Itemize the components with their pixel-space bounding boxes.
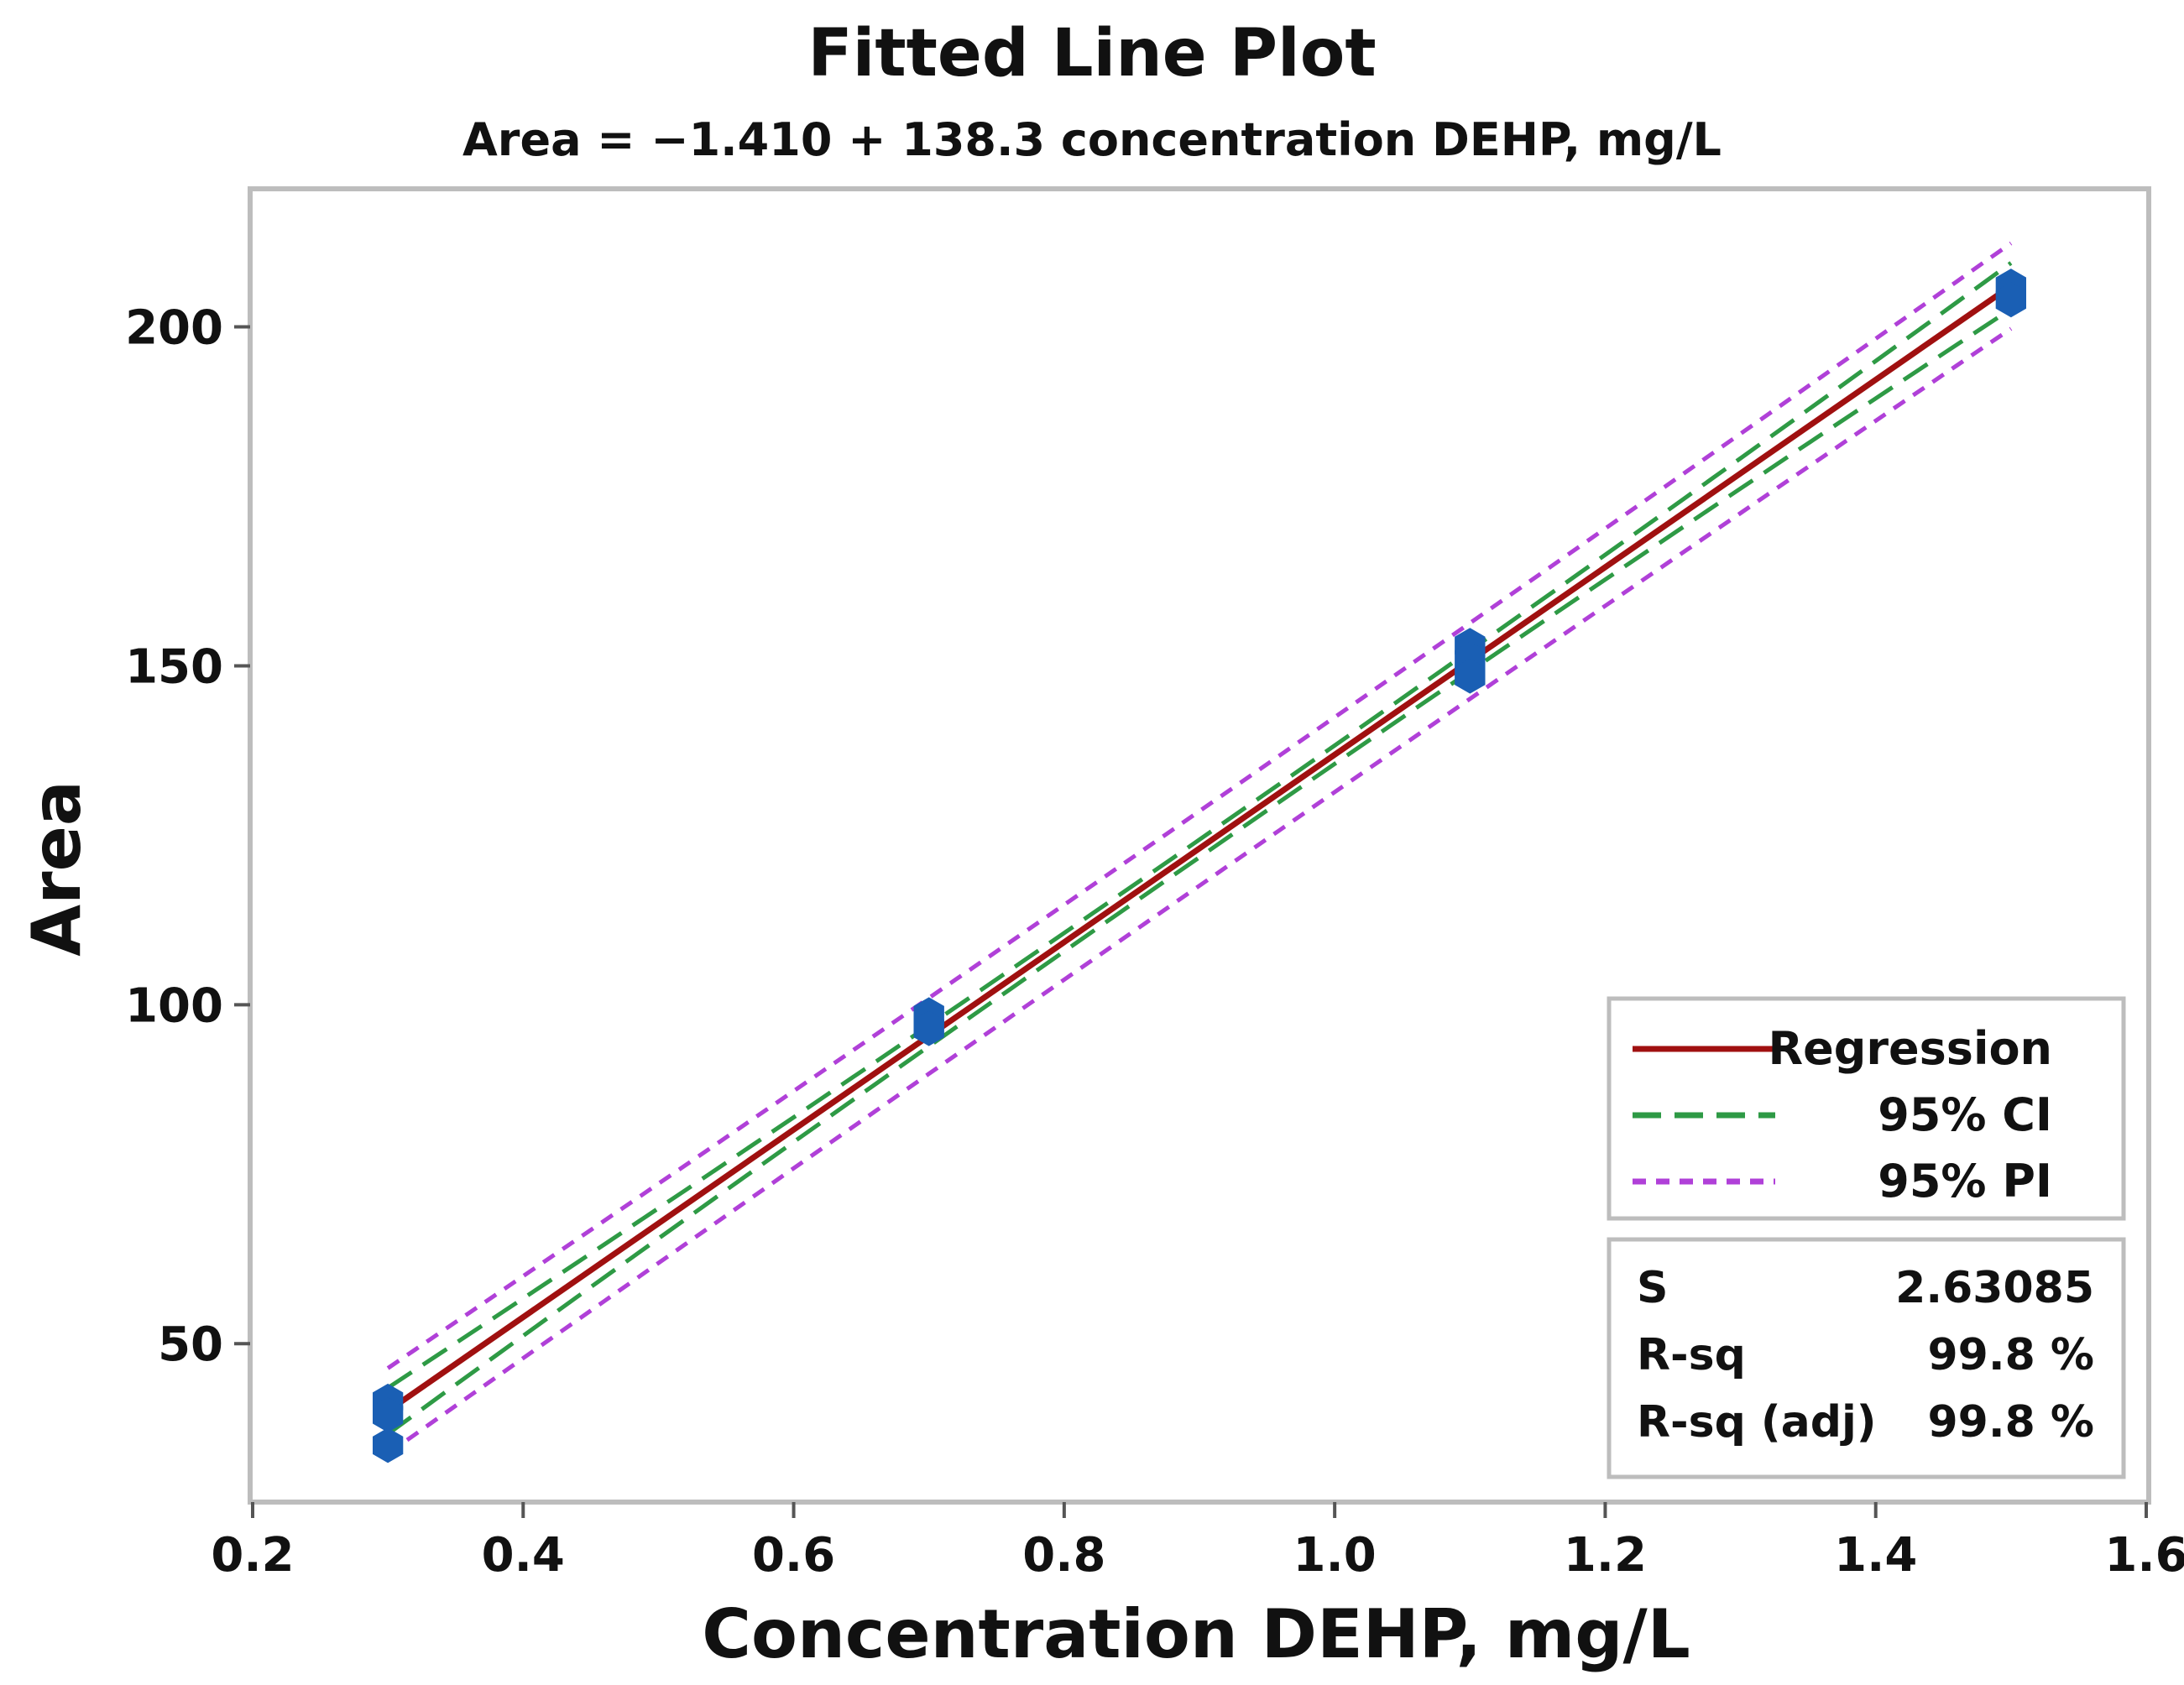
legend: Regression 95% CI 95% PI [1607,996,2126,1221]
pi-lower-line [386,326,2013,1456]
ci-upper-line [386,261,2013,1390]
data-points [373,269,2026,1463]
x-tick-label: 0.4 [482,1528,565,1583]
x-tick-label: 1.4 [1834,1528,1917,1583]
x-tick-label: 1.2 [1564,1528,1647,1583]
data-point [1995,282,2026,318]
y-tick-label: 150 [125,639,223,694]
stats-box-group: S 2.63085 R-sq 99.8 % R-sq (adj) 99.8 % [1607,1237,2126,1479]
legend-label: 95% PI [1878,1155,2052,1208]
x-tick-label: 0.2 [211,1528,294,1583]
ci-lower-line [386,307,2013,1436]
x-axis: 0.2 0.4 0.6 0.8 1.0 1.2 1.4 1.6 [211,1502,2184,1583]
x-tick-label: 0.8 [1022,1528,1105,1583]
x-tick-label: 1.0 [1293,1528,1377,1583]
legend-label: 95% CI [1878,1088,2052,1141]
chart-subtitle: Area = −1.410 + 138.3 concentration DEHP… [462,113,1722,166]
data-point [373,1427,404,1463]
data-point [373,1397,404,1432]
stat-value: 2.63085 [1895,1263,2094,1313]
ci-band [386,261,2013,1436]
stat-value: 99.8 % [1927,1397,2094,1448]
pi-band [386,241,2013,1456]
chart-title: Fitted Line Plot [807,16,1376,91]
x-axis-label: Concentration DEHP, mg/L [702,1595,1690,1673]
regression-line [386,283,2013,1414]
stats-box [1607,1237,2126,1479]
data-point [1455,658,1486,694]
stat-value: 99.8 % [1927,1330,2094,1380]
y-axis-label: Area [18,780,96,957]
y-tick-label: 100 [125,978,223,1033]
x-tick-label: 1.6 [2104,1528,2184,1583]
regression-group [386,283,2013,1414]
y-axis: 50 100 150 200 [125,301,250,1372]
stat-label: S [1637,1263,1668,1313]
data-point [913,1010,944,1046]
legend-label: Regression [1769,1022,2052,1075]
y-tick-label: 200 [125,301,223,356]
y-tick-label: 50 [158,1317,223,1372]
x-tick-label: 0.6 [752,1528,835,1583]
stat-label: R-sq [1637,1330,1746,1380]
legend-box [1607,996,2126,1221]
stat-label: R-sq (adj) [1637,1397,1877,1448]
